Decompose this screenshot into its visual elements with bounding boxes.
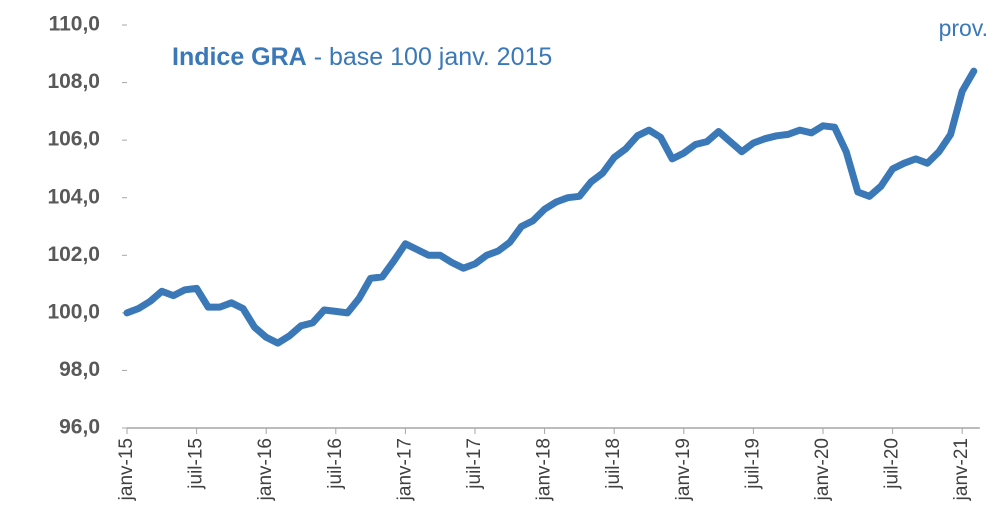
y-tick-label: 100,0 (47, 300, 100, 323)
y-tick-label: 96,0 (59, 416, 100, 439)
x-tick-label: janv-16 (255, 438, 276, 501)
y-tick-label: 98,0 (59, 358, 100, 381)
x-tick-label: juil-18 (603, 438, 624, 490)
x-tick-label: juil-19 (742, 438, 763, 490)
x-tick-label: juil-20 (882, 438, 903, 490)
x-tick-label: juil-15 (186, 438, 207, 490)
x-tick-label: juil-17 (464, 438, 485, 490)
x-tick-label: janv-18 (534, 438, 555, 501)
y-tick-label: 108,0 (47, 70, 100, 93)
y-tick-label: 104,0 (47, 185, 100, 208)
chart-title-group: Indice GRA - base 100 janv. 2015 (172, 43, 552, 71)
chart-title: Indice GRA (172, 43, 307, 71)
y-tick-label: 106,0 (47, 128, 100, 151)
x-tick-label: janv-15 (116, 438, 137, 501)
y-tick-label: 110,0 (49, 13, 100, 36)
x-tick-label: juil-16 (325, 438, 346, 490)
line-series (123, 67, 978, 347)
chart-subtitle: - base 100 janv. 2015 (314, 43, 553, 71)
x-tick-label: janv-17 (394, 438, 415, 501)
x-tick-label: janv-21 (951, 438, 972, 501)
annotation: prov. (939, 15, 988, 41)
y-tick-label: 102,0 (47, 243, 100, 266)
x-tick-label: janv-19 (673, 438, 694, 501)
x-tick-label: janv-20 (812, 438, 833, 501)
